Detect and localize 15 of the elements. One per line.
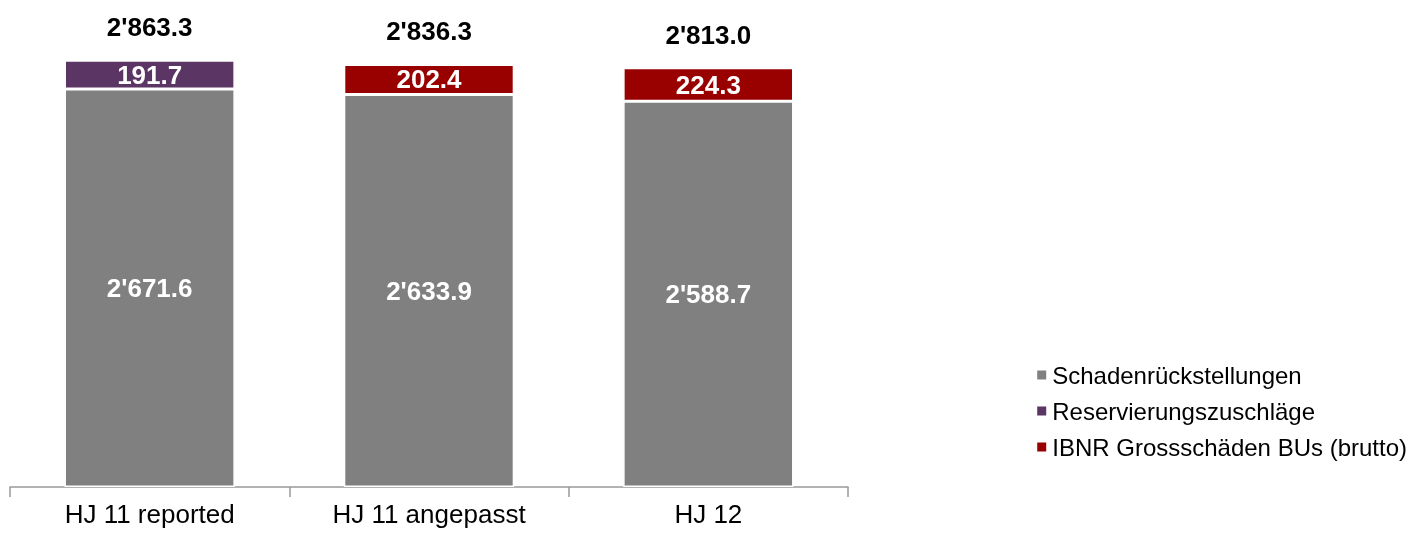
data-label: 2'671.6 [106, 272, 193, 303]
total-label: 2'863.3 [106, 12, 193, 43]
legend-label: IBNR Grossschäden BUs (brutto) [1052, 433, 1408, 461]
x-tick-label: HJ 12 [674, 499, 743, 529]
data-label: 202.4 [396, 64, 463, 95]
total-label: 2'813.0 [665, 19, 752, 50]
x-tick-label: HJ 11 reported [64, 499, 235, 529]
legend-label: Schadenrückstellungen [1052, 361, 1302, 389]
data-label: 224.3 [675, 69, 741, 100]
total-label: 2'836.3 [386, 16, 472, 47]
data-label: 2'588.7 [665, 279, 752, 310]
data-label: 2'633.9 [386, 275, 472, 306]
data-label: 191.7 [117, 59, 183, 90]
legend-label: Reservierungszuschläge [1052, 397, 1316, 425]
x-tick-label: HJ 11 angepasst [332, 499, 527, 529]
